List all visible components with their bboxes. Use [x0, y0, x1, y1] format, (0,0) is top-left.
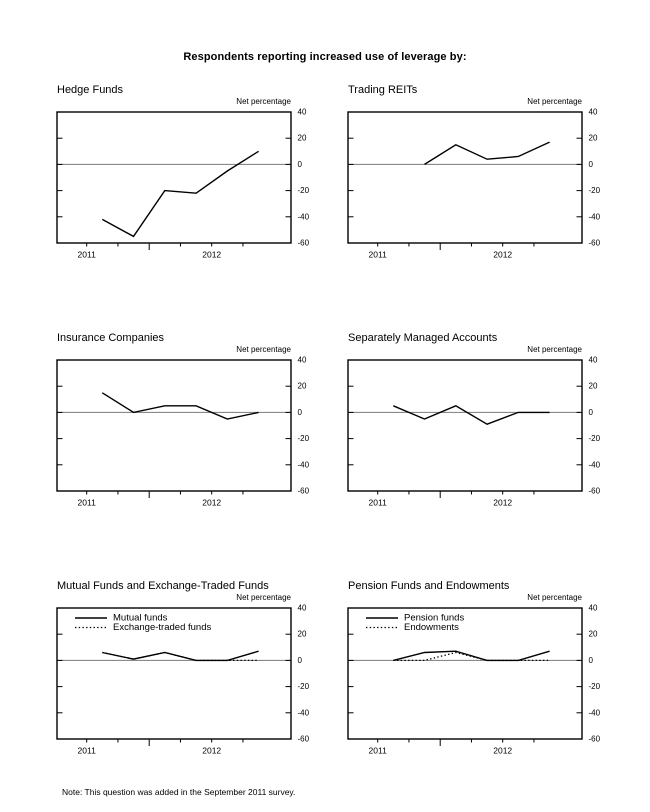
y-tick-label: 20 [589, 382, 598, 391]
y-axis-unit-label: Net percentage [236, 593, 291, 602]
y-tick-label: -20 [298, 186, 310, 195]
y-axis-unit-label: Net percentage [527, 593, 582, 602]
y-tick-label: -40 [589, 212, 601, 221]
y-tick-label: -40 [589, 460, 601, 469]
x-year-label: 2011 [369, 746, 388, 756]
plot-border [56, 111, 292, 244]
y-tick-label: -60 [298, 487, 310, 496]
legend-label-pension-funds: Pension funds [404, 613, 464, 624]
chart-hedge-funds: 40 20 0 -20 -40 -60 2011 2012 [56, 108, 310, 260]
series-line-pension-funds [393, 650, 550, 662]
chart-pension-funds-endowments: 40 20 0 -20 -40 -60 2011 2012 Pension fundsEndow… [347, 604, 601, 756]
chart-trading-reits: 40 20 0 -20 -40 -60 2011 2012 [347, 108, 601, 260]
x-year-label: 2011 [78, 746, 97, 756]
plot-border [347, 359, 583, 492]
panel-separately-managed-accounts: Separately Managed Accounts Net percenta… [336, 332, 626, 514]
panel-title-insurance-companies: Insurance Companies [57, 332, 165, 344]
y-tick-label: -20 [298, 682, 310, 691]
y-tick-label: 40 [298, 356, 307, 365]
y-tick-label: 20 [298, 134, 307, 143]
x-year-label: 2011 [78, 250, 97, 260]
y-axis-unit-label: Net percentage [236, 345, 291, 354]
y-tick-label: 20 [298, 382, 307, 391]
y-axis-unit-label: Net percentage [527, 97, 582, 106]
panel-hedge-funds: Hedge Funds Net percentage 40 20 0 -20 -40 -6… [45, 84, 335, 266]
plot-border [56, 359, 292, 492]
y-tick-label: 0 [298, 408, 303, 417]
x-year-label: 2012 [493, 250, 512, 260]
footnote: Note: This question was added in the Sep… [62, 787, 296, 797]
y-tick-label: 0 [589, 408, 594, 417]
x-year-label: 2012 [202, 746, 221, 756]
panel-title-hedge-funds: Hedge Funds [57, 84, 124, 96]
x-year-label: 2011 [369, 498, 388, 508]
plot-border [56, 607, 292, 740]
y-tick-label: 40 [589, 356, 598, 365]
series-line-insurance-companies [101, 392, 259, 420]
y-tick-label: -20 [298, 434, 310, 443]
legend-label-endowments: Endowments [404, 622, 459, 633]
y-tick-label: 40 [298, 604, 307, 613]
y-tick-label: 20 [589, 630, 598, 639]
y-tick-label: -40 [298, 460, 310, 469]
panel-mutual-funds-etfs: Mutual Funds and Exchange-Traded Funds N… [45, 580, 335, 762]
panel-title-mutual-funds-etfs: Mutual Funds and Exchange-Traded Funds [57, 580, 269, 592]
y-tick-label: -40 [589, 708, 601, 717]
y-tick-label: -20 [589, 682, 601, 691]
y-tick-label: 0 [298, 160, 303, 169]
y-tick-label: 20 [298, 630, 307, 639]
x-year-label: 2011 [78, 498, 97, 508]
y-tick-label: 40 [589, 108, 598, 117]
y-tick-label: 0 [589, 656, 594, 665]
panel-title-pension-funds-endowments: Pension Funds and Endowments [348, 580, 510, 592]
y-tick-label: -40 [298, 212, 310, 221]
y-tick-label: -60 [589, 239, 601, 248]
figure-title: Respondents reporting increased use of l… [183, 51, 467, 63]
y-tick-label: -20 [589, 434, 601, 443]
y-tick-label: 0 [589, 160, 594, 169]
panel-title-separately-managed-accounts: Separately Managed Accounts [348, 332, 498, 344]
series-line-trading-reits [424, 141, 550, 165]
x-year-label: 2012 [202, 498, 221, 508]
y-tick-label: 0 [298, 656, 303, 665]
y-tick-label: -60 [589, 487, 601, 496]
y-tick-label: -60 [298, 735, 310, 744]
x-year-label: 2012 [202, 250, 221, 260]
y-tick-label: 20 [589, 134, 598, 143]
y-tick-label: 40 [298, 108, 307, 117]
chart-insurance-companies: 40 20 0 -20 -40 -60 2011 2012 [56, 356, 310, 508]
y-tick-label: -20 [589, 186, 601, 195]
series-line-endowments [393, 651, 550, 662]
x-year-label: 2011 [369, 250, 388, 260]
series-line-hedge-funds [101, 150, 259, 238]
y-axis-unit-label: Net percentage [236, 97, 291, 106]
x-year-label: 2012 [493, 746, 512, 756]
panel-pension-funds-endowments: Pension Funds and Endowments Net percent… [336, 580, 626, 762]
panel-insurance-companies: Insurance Companies Net percentage 40 20 0… [45, 332, 335, 514]
y-tick-label: -60 [589, 735, 601, 744]
y-axis-unit-label: Net percentage [527, 345, 582, 354]
y-tick-label: -60 [298, 239, 310, 248]
chart-separately-managed-accounts: 40 20 0 -20 -40 -60 2011 2012 [347, 356, 601, 508]
series-line-exchange-traded-funds [102, 651, 259, 662]
legend-label-exchange-traded-funds: Exchange-traded funds [113, 622, 211, 633]
y-tick-label: -40 [298, 708, 310, 717]
x-year-label: 2012 [493, 498, 512, 508]
series-line-mutual-funds [102, 650, 259, 662]
panel-trading-reits: Trading REITs Net percentage 40 20 0 -20 -40… [336, 84, 626, 266]
plot-border [347, 607, 583, 740]
series-line-separately-managed-accounts [393, 405, 550, 425]
legend-label-mutual-funds: Mutual funds [113, 613, 168, 624]
plot-border [347, 111, 583, 244]
y-tick-label: 40 [589, 604, 598, 613]
chart-mutual-funds-etfs: 40 20 0 -20 -40 -60 2011 2012 Mutual fundsExchan… [56, 604, 310, 756]
panel-title-trading-reits: Trading REITs [348, 84, 418, 96]
